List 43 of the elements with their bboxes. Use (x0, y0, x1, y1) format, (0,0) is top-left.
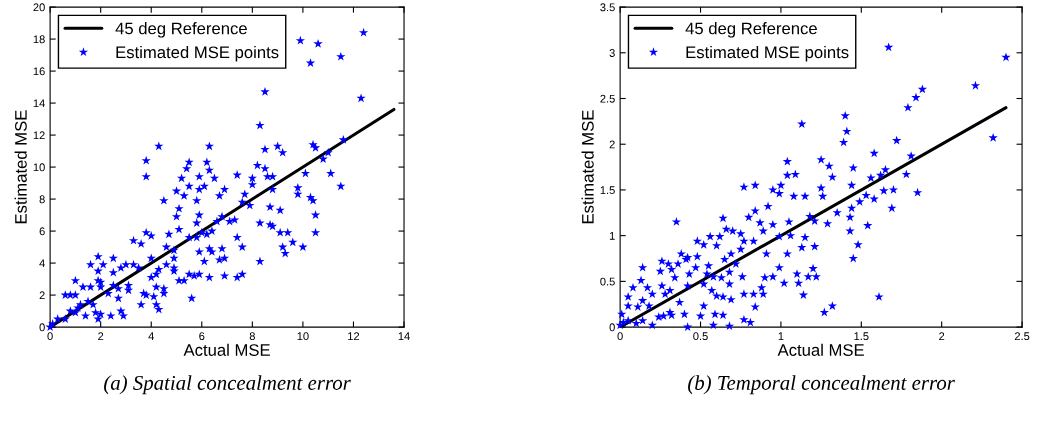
x-tick-label: 8 (249, 332, 255, 341)
x-tick-label: 2.5 (1014, 332, 1030, 341)
x-tick-label: 14 (398, 332, 410, 340)
x-tick-label: 12 (348, 332, 360, 340)
text: (a) Spatial concealment error (104, 375, 351, 395)
x-tick-label: 1 (778, 332, 784, 340)
y-tick-label: 2.5 (600, 94, 615, 103)
x-tick-label: 6 (199, 332, 205, 341)
y-tick-label: 3.5 (600, 3, 615, 12)
text: (b) Temporal concealment error (688, 375, 955, 395)
legend-label: 45 deg Reference (685, 22, 817, 38)
y-tick-label: 1.5 (600, 186, 615, 195)
x-axis-title: Actual MSE (183, 343, 270, 356)
y-axis-title: Estimated MSE (14, 110, 27, 224)
y-tick-label: 2 (609, 140, 615, 149)
y-tick-label: 1 (609, 232, 615, 240)
y-tick-label: 10 (33, 163, 45, 172)
y-tick-label: 3 (609, 49, 615, 57)
x-tick-label: 1.5 (854, 332, 869, 341)
y-tick-label: 4 (39, 259, 45, 268)
y-tick-label: 0 (39, 323, 45, 332)
legend-label: Estimated MSE points (686, 45, 849, 62)
x-tick-label: 4 (148, 332, 154, 340)
x-tick-label: 0 (617, 332, 623, 341)
x-tick-label: 10 (297, 332, 309, 341)
y-tick-label: 16 (33, 67, 45, 76)
x-axis-title: Actual MSE (777, 343, 864, 356)
y-tick-label: 8 (39, 195, 45, 204)
y-tick-label: 14 (33, 99, 45, 108)
y-tick-label: 2 (39, 291, 45, 300)
legend-label: Estimated MSE points (116, 45, 279, 62)
y-tick-label: 0 (609, 323, 615, 332)
x-tick-label: 2 (939, 332, 945, 340)
y-tick-label: 0.5 (600, 277, 615, 286)
x-tick-label: 2 (98, 332, 104, 340)
x-tick-label: 0 (47, 332, 53, 341)
legend-label: 45 deg Reference (115, 22, 247, 38)
y-axis-title: Estimated MSE (581, 110, 594, 224)
x-tick-label: 0.5 (693, 332, 708, 341)
y-tick-label: 6 (39, 227, 45, 236)
y-tick-label: 18 (33, 35, 45, 44)
y-tick-label: 12 (33, 131, 45, 140)
y-tick-label: 20 (33, 3, 45, 12)
